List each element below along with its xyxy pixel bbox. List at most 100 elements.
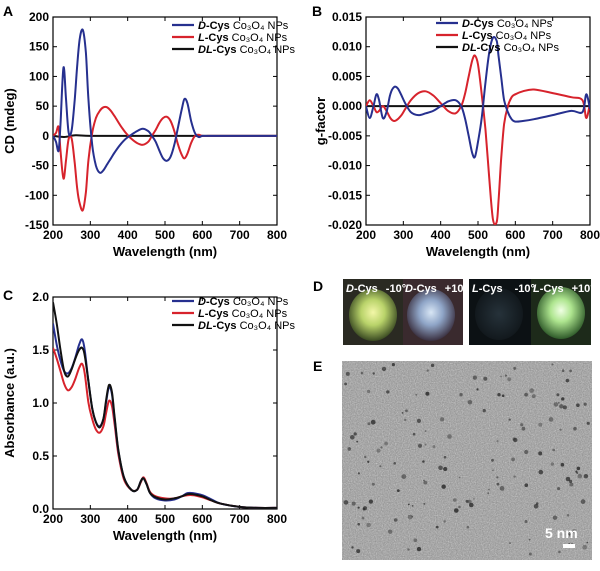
nanoparticle [533, 504, 539, 509]
nanoparticle [388, 529, 393, 534]
nanoparticle [344, 382, 347, 386]
nanoparticle [357, 506, 360, 509]
nanoparticle [568, 479, 573, 483]
nanoparticle [556, 393, 560, 397]
nanoparticle [380, 446, 383, 449]
nanoparticle [586, 421, 590, 425]
nanoparticle [576, 403, 580, 408]
y-axis-title: CD (mdeg) [2, 88, 17, 154]
photo-label-3: L-Cys -10° [472, 283, 535, 295]
nanoparticle [569, 482, 574, 487]
nanoparticle [443, 466, 448, 472]
nanoparticle [580, 499, 586, 504]
nanoparticle [411, 515, 414, 518]
x-tick-label: 300 [393, 228, 413, 242]
nanoparticle [566, 514, 570, 517]
x-tick-label: 600 [192, 228, 212, 242]
y-tick-label: 200 [29, 10, 49, 24]
photo-label-1: D-Cys -10° [346, 283, 406, 295]
y-tick-label: 0 [42, 129, 49, 143]
legend-label-dl: DL-Cys Co₃O₄ NPs [462, 42, 560, 54]
nanoparticle [424, 430, 427, 432]
x-tick-label: 200 [43, 228, 63, 242]
nanoparticle [497, 393, 501, 397]
nanoparticle [513, 437, 518, 443]
nanoparticle [396, 489, 400, 492]
nanoparticle [576, 466, 581, 471]
nanoparticle [513, 366, 517, 370]
nanoparticle [496, 476, 499, 479]
nanoparticle [577, 473, 583, 479]
y-tick-label: -0.020 [328, 218, 362, 232]
photo-label-2: D-Cys +10° [405, 283, 468, 295]
photo-panel-d: D-Cys -10° D-Cys +10° L-Cys -10° L-Cys +10° [343, 279, 595, 345]
y-tick-label: -0.015 [328, 188, 362, 202]
nanoparticle [567, 531, 572, 536]
y-tick-label: 100 [29, 69, 49, 83]
panel-letter-c: C [3, 287, 13, 303]
nanoparticle [529, 388, 534, 393]
nanoparticle [469, 502, 474, 508]
nanoparticle [483, 376, 488, 381]
series-line-l-a [53, 105, 277, 212]
panel-letter-e: E [313, 358, 322, 374]
x-tick-label: 400 [118, 228, 138, 242]
nanoparticle [347, 447, 352, 451]
nanoparticle [366, 522, 371, 528]
nanoparticle [345, 371, 350, 376]
series-line-dl-c [53, 302, 277, 509]
nanoparticle [548, 417, 554, 422]
nanoparticle [504, 374, 507, 377]
y-tick-label: 2.0 [32, 290, 49, 304]
nanoparticle [467, 499, 472, 504]
nanoparticle [415, 393, 418, 396]
chart-cd-spectrum: 200 300 400 500 600 700 800 -150 -100 -50 0 50 100 15… [2, 10, 296, 259]
x-axis-title: Wavelength (nm) [426, 244, 530, 259]
photo-l-cys-plus10-glow [537, 287, 585, 339]
photo-l-cys-minus10-glow [475, 288, 523, 340]
nanoparticle [531, 394, 536, 399]
nanoparticle [371, 482, 375, 486]
nanoparticle [401, 412, 404, 414]
nanoparticle [458, 476, 461, 479]
nanoparticle [417, 443, 423, 448]
nanoparticle [583, 402, 587, 406]
nanoparticle [560, 462, 565, 467]
nanoparticle [439, 417, 445, 422]
nanoparticle [535, 502, 539, 505]
nanoparticle [466, 525, 470, 529]
panel-letter-a: A [3, 3, 13, 19]
nanoparticle [511, 457, 515, 462]
nanoparticle [423, 479, 425, 482]
nanoparticle [500, 375, 502, 378]
nanoparticle [416, 418, 421, 423]
nanoparticle [524, 392, 528, 397]
chart-absorbance: 200 300 400 500 600 700 800 0.0 0.5 1.0 1.5 2.0 Wave… [2, 290, 296, 543]
nanoparticle [438, 465, 443, 471]
scale-bar [563, 544, 575, 548]
nanoparticle [413, 538, 418, 542]
nanoparticle [357, 522, 361, 526]
nanoparticle [376, 448, 381, 453]
nanoparticle [454, 508, 459, 513]
nanoparticle [512, 437, 516, 441]
nanoparticle [582, 544, 587, 550]
nanoparticle [561, 369, 565, 373]
tem-texture [342, 361, 592, 560]
nanoparticle [386, 390, 390, 394]
nanoparticle [569, 369, 572, 373]
nanoparticle [356, 549, 361, 554]
series-line-d-b [366, 36, 590, 159]
x-tick-label: 500 [468, 228, 488, 242]
nanoparticle [501, 394, 505, 398]
nanoparticle [557, 487, 561, 491]
nanoparticle [552, 515, 558, 520]
legend-label-d: D-Cys Co₃O₄ NPs [198, 20, 289, 32]
panel-letter-b: B [312, 3, 322, 19]
nanoparticle [572, 529, 577, 534]
nanoparticle [425, 391, 430, 396]
nanoparticle [507, 377, 512, 382]
y-tick-label: 0.000 [332, 99, 362, 113]
nanoparticle [557, 401, 560, 404]
